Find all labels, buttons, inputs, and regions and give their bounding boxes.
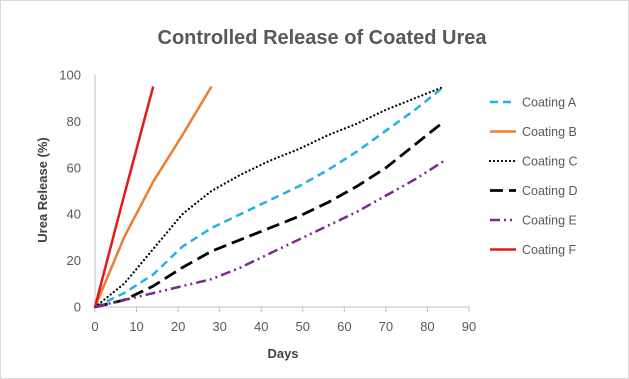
- series-line-coating-c: [93, 85, 446, 309]
- series-line-coating-d: [94, 120, 445, 309]
- x-tick-label: 40: [254, 319, 268, 334]
- x-tick-label: 50: [296, 319, 310, 334]
- series-line-coating-b: [93, 85, 213, 308]
- axes: 0 10 20 30 40 50 60 70 80 90 0 20 40 60 80 100: [59, 68, 476, 335]
- y-tick-label: 40: [67, 207, 81, 222]
- series-line-coating-a: [94, 85, 445, 309]
- series-line-coating-e: [94, 159, 445, 309]
- legend-label-coating-e: Coating E: [522, 214, 577, 228]
- x-tick-label: 60: [337, 319, 351, 334]
- x-tick-label: 10: [129, 319, 143, 334]
- y-axis-title: Urea Release (%): [35, 137, 50, 243]
- x-tick-label: 90: [462, 319, 476, 334]
- x-tick-label: 30: [212, 319, 226, 334]
- chart-title: Controlled Release of Coated Urea: [158, 27, 488, 49]
- y-tick-label: 60: [67, 160, 81, 175]
- y-tick-label: 80: [67, 114, 81, 129]
- x-tick-label: 20: [171, 319, 185, 334]
- x-tick-label: 0: [91, 319, 98, 334]
- x-axis-title: Days: [267, 346, 298, 361]
- legend-label-coating-f: Coating F: [522, 243, 577, 257]
- series-line-coating-f: [93, 86, 155, 308]
- legend-label-coating-a: Coating A: [522, 96, 577, 110]
- y-tick-label: 20: [67, 253, 81, 268]
- series-layer: [93, 85, 446, 309]
- y-tick-label: 0: [74, 300, 81, 315]
- legend-label-coating-d: Coating D: [522, 184, 578, 198]
- x-tick-label: 80: [420, 319, 434, 334]
- legend: Coating A Coating B Coating C Coating D Coat…: [488, 96, 578, 257]
- y-tick-label: 100: [59, 68, 81, 83]
- legend-label-coating-b: Coating B: [522, 125, 577, 139]
- legend-label-coating-c: Coating C: [522, 155, 578, 169]
- x-tick-label: 70: [379, 319, 393, 334]
